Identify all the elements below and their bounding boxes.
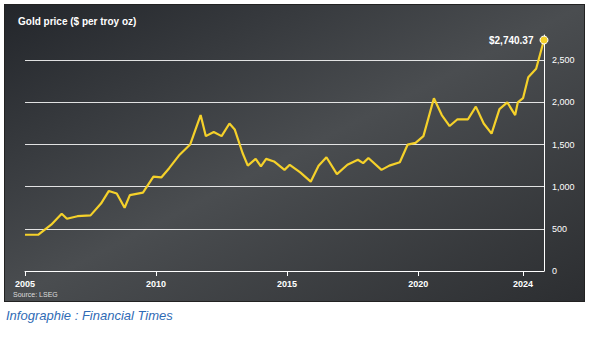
svg-text:2020: 2020	[408, 279, 428, 289]
svg-text:$2,740.37: $2,740.37	[489, 35, 534, 46]
svg-text:1,000: 1,000	[552, 182, 575, 192]
html-text:Infographie : Financial Times: Infographie : Financial Times	[6, 308, 173, 323]
svg-text:2024: 2024	[513, 279, 533, 289]
svg-text:2,500: 2,500	[552, 55, 575, 65]
svg-text:2010: 2010	[146, 279, 166, 289]
svg-text:0: 0	[552, 266, 557, 276]
svg-text:2,000: 2,000	[552, 97, 575, 107]
svg-text:Source: LSEG: Source: LSEG	[13, 291, 58, 298]
svg-text:500: 500	[552, 224, 567, 234]
svg-text:1,500: 1,500	[552, 140, 575, 150]
svg-text:Gold price ($ per troy oz): Gold price ($ per troy oz)	[18, 16, 136, 27]
svg-text:2005: 2005	[15, 279, 35, 289]
svg-text:2015: 2015	[277, 279, 297, 289]
